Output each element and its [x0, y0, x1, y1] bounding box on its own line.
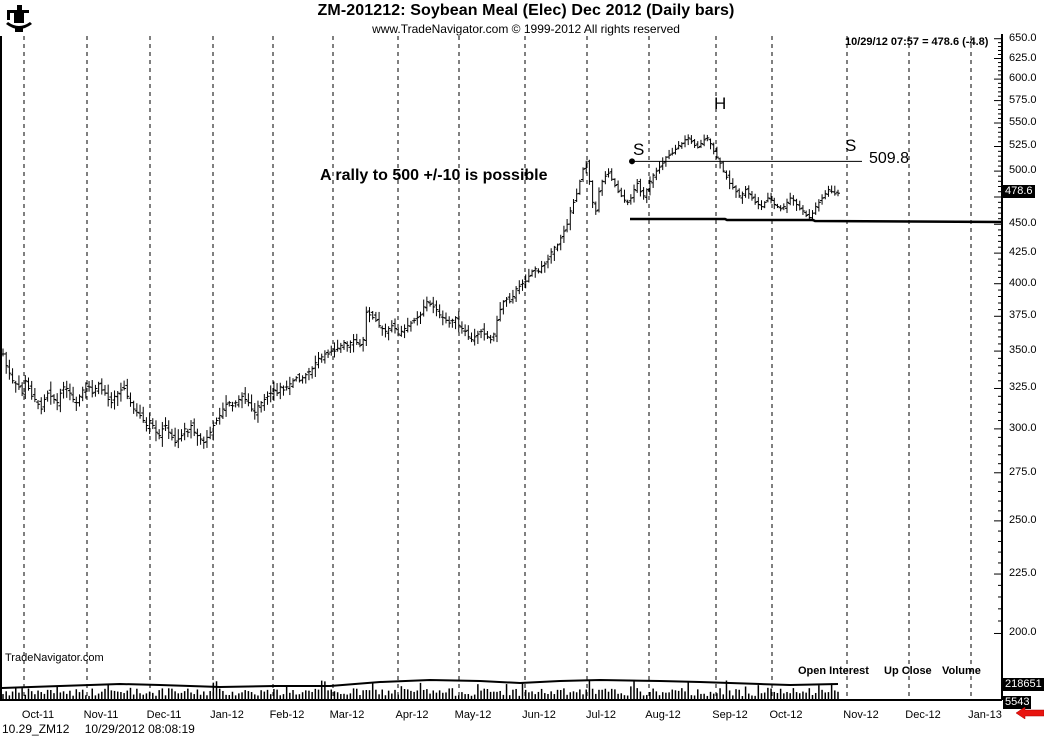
y-tick-label: 275.0 — [1009, 465, 1037, 478]
x-tick-label: Mar-12 — [329, 709, 365, 721]
head-label: H — [714, 94, 727, 113]
legend-volume: Volume — [942, 665, 981, 677]
y-tick-label: 575.0 — [1009, 93, 1037, 106]
y-tick-label: 625.0 — [1009, 51, 1037, 64]
y-tick-label: 550.0 — [1009, 116, 1037, 128]
month-gridlines — [23, 36, 972, 700]
open-interest-badge: 218651 — [1003, 678, 1044, 691]
rally-annotation: A rally to 500 +/-10 is possible — [320, 167, 548, 184]
price-axis — [0, 34, 1003, 701]
footer-symbol: 10.29_ZM12 — [2, 722, 70, 736]
legend-open-interest: Open Interest — [798, 665, 869, 677]
last-price-badge: 478.6 — [1003, 185, 1035, 198]
y-tick-label: 225.0 — [1009, 567, 1037, 580]
y-tick-label: 450.0 — [1009, 217, 1037, 230]
left-shoulder-label: S — [633, 140, 645, 159]
x-tick-label: Dec-12 — [905, 709, 941, 721]
open-interest-line — [1, 678, 839, 689]
y-tick-label: 650.0 — [1009, 31, 1037, 44]
neckline-value-label: 509.8 — [869, 150, 910, 167]
watermark: TradeNavigator.com — [5, 652, 104, 664]
volume-badge: 5543 — [1003, 696, 1032, 709]
x-tick-label: Aug-12 — [645, 709, 681, 721]
footer-timestamp: 10/29/2012 08:08:19 — [84, 722, 195, 736]
x-tick-label: Oct-12 — [769, 709, 803, 721]
x-tick-label: Dec-11 — [146, 709, 182, 721]
y-tick-label: 375.0 — [1009, 309, 1037, 322]
x-tick-label: Nov-11 — [83, 709, 119, 721]
x-tick-label: May-12 — [454, 709, 492, 721]
pattern-lines — [629, 158, 1003, 224]
x-tick-label: Oct-11 — [21, 709, 55, 721]
footer: 10.29_ZM12 10/29/2012 08:08:19 — [2, 722, 207, 736]
y-tick-label: 425.0 — [1009, 246, 1037, 259]
y-tick-label: 300.0 — [1009, 421, 1037, 434]
y-tick-label: 525.0 — [1009, 139, 1037, 152]
last-quote: 10/29/12 07:57 = 478.6 (-4.8) — [845, 36, 989, 48]
x-tick-label: Nov-12 — [843, 709, 879, 721]
y-tick-label: 400.0 — [1009, 276, 1037, 289]
right-shoulder-label: S — [845, 136, 857, 155]
y-tick-label: 600.0 — [1009, 72, 1037, 85]
y-tick-label: 350.0 — [1009, 344, 1037, 357]
x-tick-label: Feb-12 — [269, 709, 305, 721]
y-tick-label: 200.0 — [1009, 626, 1037, 639]
y-tick-label: 325.0 — [1009, 381, 1037, 394]
x-tick-label: Jan-12 — [210, 709, 244, 721]
volume-histogram — [2, 680, 839, 699]
y-tick-label: 500.0 — [1009, 164, 1037, 177]
x-tick-label: Jul-12 — [586, 709, 616, 721]
y-tick-label: 250.0 — [1009, 513, 1037, 526]
scroll-right-arrow-icon[interactable] — [1016, 707, 1044, 719]
trade-navigator-logo-icon — [6, 5, 32, 32]
ohlc-bars — [1, 134, 840, 449]
chart-title: ZM-201212: Soybean Meal (Elec) Dec 2012 … — [317, 2, 735, 19]
x-tick-label: Apr-12 — [395, 709, 429, 721]
x-tick-label: Sep-12 — [712, 709, 748, 721]
copyright-subtitle: www.TradeNavigator.com © 1999-2012 All r… — [372, 22, 680, 36]
x-tick-label: Jun-12 — [522, 709, 556, 721]
legend-up-close: Up Close — [884, 665, 932, 677]
x-tick-label: Jan-13 — [968, 709, 1002, 721]
